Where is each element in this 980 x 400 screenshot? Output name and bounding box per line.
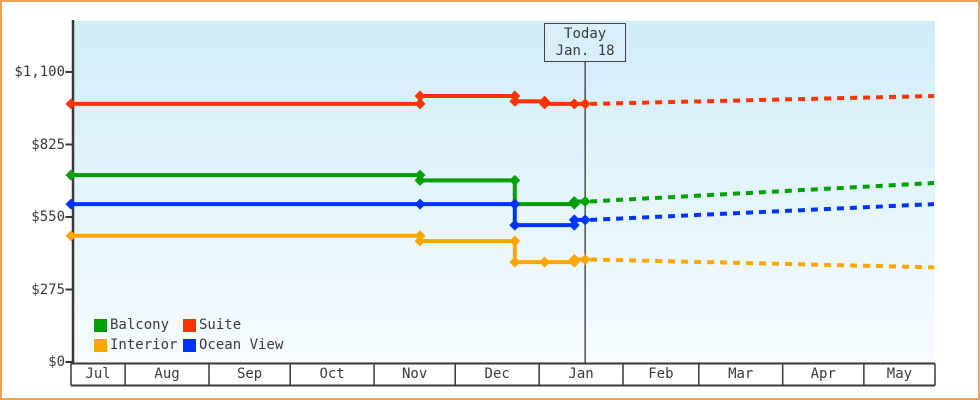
series-group [65,90,935,270]
month-label-feb: Feb [648,366,674,382]
today-marker-box: Today Jan. 18 [544,23,627,62]
month-label-mar: Mar [728,366,754,382]
price-point-marker [509,198,521,210]
legend-swatch-ocean-view [183,338,196,352]
month-label-jul: Jul [85,366,111,382]
legend-label: Ocean View [199,337,284,353]
legend-swatch-suite [183,318,196,332]
legend-item-balcony: Balcony [94,315,183,335]
month-label-aug: Aug [154,366,180,382]
price-point-marker [414,198,426,210]
price-point-marker [65,230,77,242]
price-point-marker [414,174,426,186]
price-point-marker [65,98,77,110]
month-label-nov: Nov [402,366,428,382]
month-label-jan: Jan [568,366,594,382]
price-point-marker [579,195,591,207]
series-markers-suite [65,90,591,110]
month-label-sep: Sep [236,366,263,382]
price-point-marker [509,95,521,107]
legend-label: Suite [199,317,242,333]
y-axis [65,20,75,364]
today-date: Jan. 18 [555,43,615,59]
price-point-marker [539,98,551,110]
price-point-marker [579,214,591,226]
legend-label: Interior [110,337,178,353]
legend-label: Balcony [110,317,170,333]
price-point-marker [568,98,580,110]
price-point-marker [414,235,426,247]
series-markers-interior [65,230,591,268]
y-axis-tick-label: $1,100 [14,64,65,80]
price-point-marker [509,219,521,231]
month-band [70,362,936,387]
price-point-marker [509,256,521,268]
month-label-dec: Dec [484,366,510,382]
price-point-marker [509,235,521,247]
forecast-line-ocean-view [590,202,935,222]
price-point-marker [414,90,426,102]
legend-item-interior: Interior [94,335,183,355]
forecast-line-balcony [590,180,935,204]
price-point-marker [568,214,580,226]
y-axis-tick-label: $275 [31,281,65,298]
legend-item-suite: Suite [183,315,283,335]
forecast-line-suite [590,93,935,106]
price-point-marker [414,98,426,110]
price-point-marker [539,256,551,268]
price-point-marker [568,195,580,207]
y-axis-tick-label: $0 [48,354,65,370]
price-point-marker [579,253,591,265]
price-point-marker [509,174,521,186]
month-label-apr: Apr [810,366,836,382]
y-axis-tick-label: $550 [31,209,65,225]
plot-area [74,21,935,364]
price-point-marker [65,198,77,210]
legend-swatch-balcony [94,318,107,332]
month-label-oct: Oct [319,366,345,382]
month-label-may: May [886,366,913,382]
today-label: Today [564,26,607,42]
y-axis-tick-label: $825 [31,136,65,153]
price-point-marker [65,169,77,181]
price-point-marker [579,98,591,110]
legend-item-ocean-view: Ocean View [183,335,283,355]
chart-legend: Balcony Suite Interior Ocean View [94,315,283,355]
forecast-line-interior [590,257,935,270]
legend-swatch-interior [94,338,107,352]
series-markers-ocean-view [65,198,591,231]
price-point-marker [568,253,580,265]
